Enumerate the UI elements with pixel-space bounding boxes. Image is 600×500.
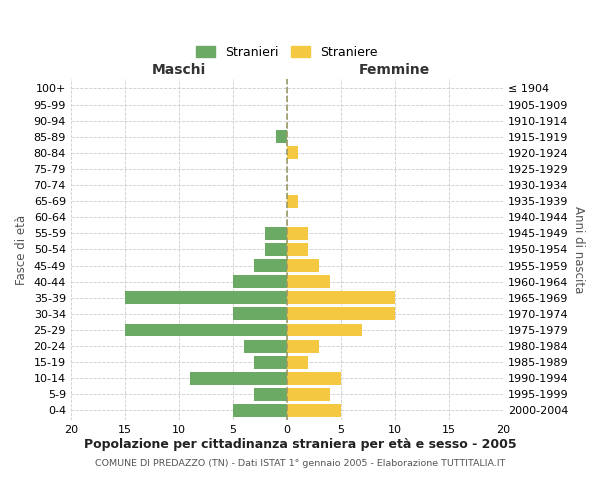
Bar	[254, 356, 287, 368]
Bar	[233, 308, 287, 320]
Bar	[244, 340, 287, 352]
Bar	[287, 340, 319, 352]
Y-axis label: Anni di nascita: Anni di nascita	[572, 206, 585, 293]
Text: Popolazione per cittadinanza straniera per età e sesso - 2005: Popolazione per cittadinanza straniera p…	[83, 438, 517, 451]
Bar	[190, 372, 287, 384]
Bar	[287, 259, 319, 272]
Bar	[287, 194, 298, 207]
Bar	[233, 404, 287, 417]
Bar	[287, 243, 308, 256]
Bar	[254, 259, 287, 272]
Legend: Stranieri, Straniere: Stranieri, Straniere	[191, 40, 382, 64]
Bar	[287, 146, 298, 160]
Bar	[287, 404, 341, 417]
Bar	[125, 324, 287, 336]
Bar	[287, 324, 362, 336]
Bar	[287, 372, 341, 384]
Bar	[265, 243, 287, 256]
Bar	[254, 388, 287, 401]
Bar	[287, 388, 330, 401]
Bar	[265, 227, 287, 240]
Bar	[287, 292, 395, 304]
Text: Femmine: Femmine	[359, 63, 430, 77]
Bar	[287, 227, 308, 240]
Bar	[287, 356, 308, 368]
Text: COMUNE DI PREDAZZO (TN) - Dati ISTAT 1° gennaio 2005 - Elaborazione TUTTITALIA.I: COMUNE DI PREDAZZO (TN) - Dati ISTAT 1° …	[95, 458, 505, 468]
Text: Maschi: Maschi	[152, 63, 206, 77]
Bar	[287, 275, 330, 288]
Bar	[276, 130, 287, 143]
Bar	[233, 275, 287, 288]
Y-axis label: Fasce di età: Fasce di età	[15, 214, 28, 284]
Bar	[287, 308, 395, 320]
Bar	[125, 292, 287, 304]
